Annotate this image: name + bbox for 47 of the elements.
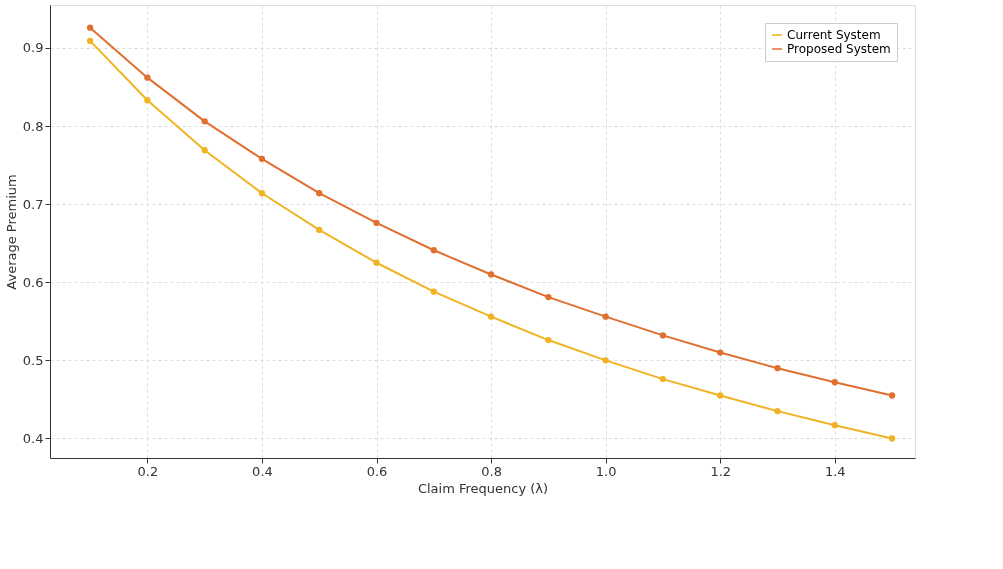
point bbox=[545, 336, 552, 344]
point bbox=[144, 74, 151, 81]
point bbox=[545, 293, 552, 301]
point bbox=[602, 357, 609, 364]
y-tick-label: 0.9 bbox=[22, 40, 44, 56]
x-tick-label: 1.0 bbox=[595, 463, 617, 479]
point bbox=[258, 155, 266, 163]
point bbox=[602, 313, 609, 320]
point bbox=[774, 407, 781, 415]
legend-label: Proposed System bbox=[787, 42, 891, 56]
point bbox=[430, 247, 437, 254]
y-axis-title: Average Premium bbox=[3, 174, 19, 290]
x-tick-label: 0.8 bbox=[481, 463, 502, 479]
x-tick-label: 1.4 bbox=[824, 463, 846, 479]
point bbox=[717, 392, 724, 399]
y-tick-label: 0.7 bbox=[22, 196, 44, 212]
point bbox=[144, 97, 151, 104]
point bbox=[430, 288, 437, 295]
x-tick-label: 1.2 bbox=[710, 463, 732, 479]
y-tick-label: 0.5 bbox=[22, 352, 44, 368]
x-tick-label: 0.4 bbox=[252, 463, 273, 479]
point bbox=[487, 313, 495, 320]
point bbox=[888, 435, 896, 442]
point bbox=[831, 379, 838, 386]
point bbox=[316, 190, 323, 197]
point bbox=[659, 375, 667, 383]
point bbox=[316, 226, 323, 234]
y-tick-label: 0.6 bbox=[22, 274, 44, 290]
y-tick-label: 0.4 bbox=[22, 430, 44, 446]
point bbox=[717, 349, 724, 356]
point bbox=[659, 332, 667, 339]
point bbox=[201, 118, 208, 125]
point bbox=[258, 190, 266, 197]
point bbox=[373, 259, 380, 266]
x-axis-title: Claim Frequency (λ) bbox=[417, 480, 549, 496]
point bbox=[86, 37, 94, 45]
point bbox=[373, 219, 380, 227]
point bbox=[774, 365, 781, 372]
x-tick-label: 0.2 bbox=[137, 463, 159, 479]
point bbox=[888, 392, 896, 399]
point bbox=[831, 422, 838, 429]
x-tick-label: 0.6 bbox=[366, 463, 388, 479]
point bbox=[86, 24, 94, 31]
point bbox=[487, 271, 495, 278]
y-tick-label: 0.8 bbox=[22, 118, 44, 134]
legend-label: Current System bbox=[787, 28, 881, 42]
point bbox=[201, 147, 208, 154]
